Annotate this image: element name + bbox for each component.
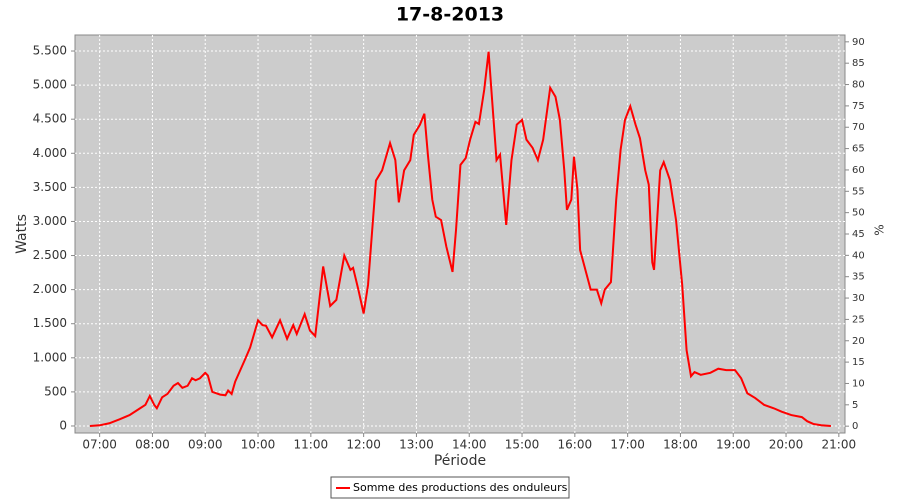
x-tick-label: 14:00 bbox=[452, 438, 487, 452]
x-tick-label: 10:00 bbox=[241, 438, 276, 452]
y2-tick-label: 5 bbox=[852, 400, 858, 411]
y-tick-label: 1.500 bbox=[33, 316, 67, 330]
y2-tick-label: 75 bbox=[852, 101, 865, 112]
y2-tick-label: 55 bbox=[852, 186, 865, 197]
data-line bbox=[89, 51, 831, 427]
y2-tick-label: 15 bbox=[852, 357, 865, 368]
y-tick-label: 5.500 bbox=[33, 44, 67, 58]
x-tick-label: 20:00 bbox=[769, 438, 804, 452]
x-tick-label: 08:00 bbox=[135, 438, 170, 452]
y2-tick-label: 60 bbox=[852, 165, 865, 176]
x-tick-label: 16:00 bbox=[558, 438, 593, 452]
x-tick-label: 09:00 bbox=[188, 438, 223, 452]
y2-tick-label: 80 bbox=[852, 80, 865, 91]
y2-tick-label: 25 bbox=[852, 314, 865, 325]
y-axis-label: Watts bbox=[14, 214, 30, 254]
y2-tick-label: 90 bbox=[852, 37, 865, 48]
y2-tick-label: 20 bbox=[852, 336, 865, 347]
y2-tick-label: 40 bbox=[852, 250, 865, 261]
x-tick-label: 07:00 bbox=[82, 438, 117, 452]
y2-tick-label: 70 bbox=[852, 122, 865, 133]
y2-tick-label: 50 bbox=[852, 208, 865, 219]
y-tick-label: 3.000 bbox=[33, 214, 67, 228]
x-axis-label: Période bbox=[434, 453, 486, 469]
x-tick-label: 21:00 bbox=[822, 438, 857, 452]
x-tick-label: 18:00 bbox=[663, 438, 698, 452]
y-tick-label: 4.500 bbox=[33, 112, 67, 126]
y-tick-label: 500 bbox=[44, 384, 67, 398]
y2-tick-label: 85 bbox=[852, 58, 865, 69]
x-tick-label: 13:00 bbox=[399, 438, 434, 452]
y2-tick-label: 35 bbox=[852, 272, 865, 283]
y-tick-label: 4.000 bbox=[33, 146, 67, 160]
legend-label: Somme des productions des onduleurs bbox=[353, 481, 568, 494]
x-tick-label: 17:00 bbox=[610, 438, 645, 452]
y2-axis-label: % bbox=[873, 224, 887, 235]
y-tick-label: 5.000 bbox=[33, 78, 67, 92]
y2-tick-label: 10 bbox=[852, 378, 865, 389]
legend-box bbox=[330, 476, 570, 499]
x-tick-label: 11:00 bbox=[294, 438, 329, 452]
y2-tick-label: 0 bbox=[852, 421, 858, 432]
x-tick-label: 19:00 bbox=[716, 438, 751, 452]
y-tick-label: 2.500 bbox=[33, 248, 67, 262]
x-tick-label: 15:00 bbox=[505, 438, 540, 452]
y-tick-label: 1.000 bbox=[33, 350, 67, 364]
y2-tick-label: 45 bbox=[852, 229, 865, 240]
y-tick-label: 3.500 bbox=[33, 180, 67, 194]
x-tick-label: 12:00 bbox=[346, 438, 381, 452]
plot-area bbox=[74, 34, 846, 434]
y-tick-label: 2.000 bbox=[33, 282, 67, 296]
y-tick-label: 0 bbox=[59, 418, 67, 432]
y2-tick-label: 30 bbox=[852, 293, 865, 304]
chart-title: 17-8-2013 bbox=[396, 4, 504, 26]
y2-tick-label: 65 bbox=[852, 144, 865, 155]
